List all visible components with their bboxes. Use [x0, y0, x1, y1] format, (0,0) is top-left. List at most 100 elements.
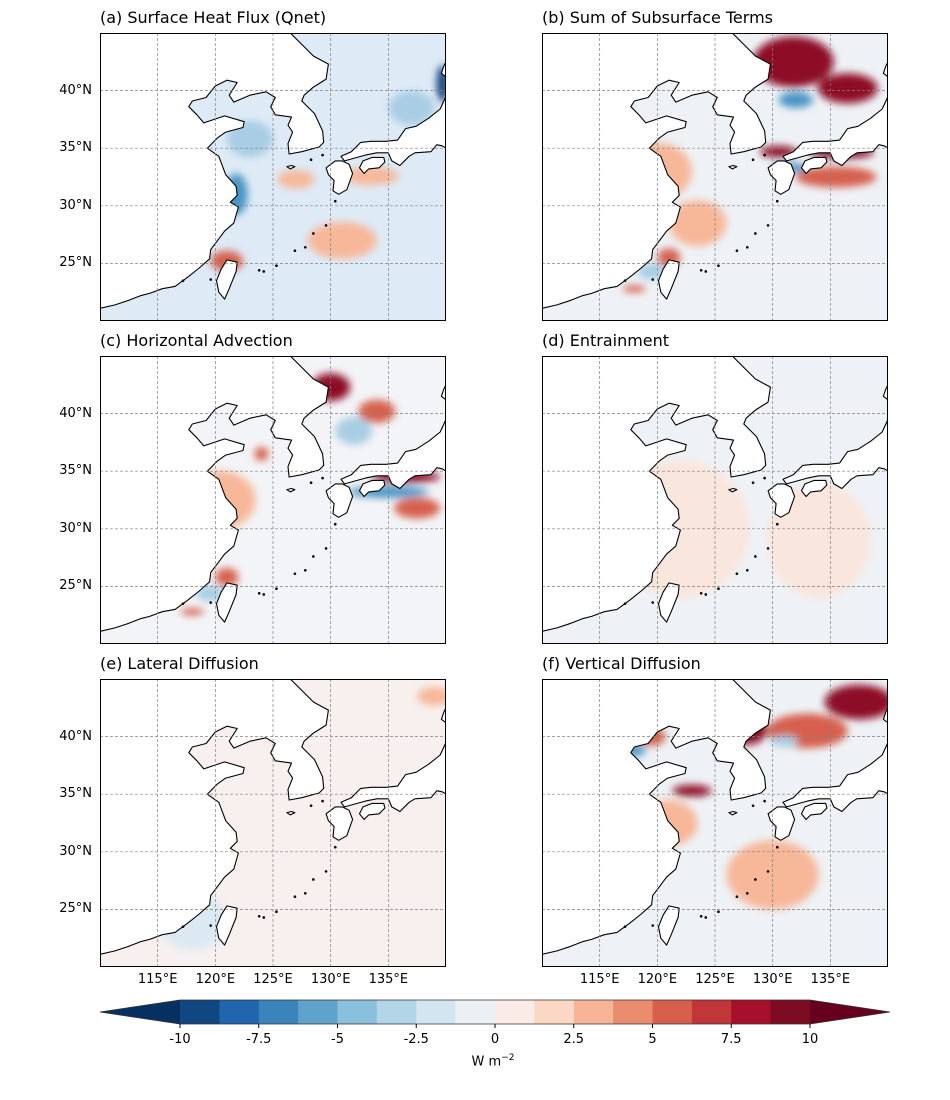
land-kyushu — [325, 160, 354, 195]
land-kyushu — [767, 483, 796, 518]
small-island — [704, 593, 708, 596]
colorbar-bin — [652, 1000, 693, 1024]
panel-frame — [100, 356, 446, 644]
small-island — [751, 158, 755, 162]
small-island — [766, 224, 770, 227]
land-jeju — [728, 487, 738, 493]
warm-anomaly-patch — [307, 221, 377, 259]
colorbar-bin — [180, 1000, 220, 1024]
small-island — [763, 153, 766, 157]
colorbar-tick-label: -2.5 — [403, 1032, 429, 1047]
small-island — [312, 232, 315, 235]
map-panel-a — [100, 33, 446, 321]
small-island — [309, 158, 313, 162]
warm-anomaly-patch — [343, 166, 399, 186]
colorbar-bin — [258, 1000, 299, 1024]
small-island — [754, 232, 757, 235]
warm-anomaly-patch — [668, 200, 727, 247]
small-island — [209, 601, 213, 604]
small-island — [257, 269, 261, 272]
warm-anomaly-patch — [766, 482, 871, 598]
small-island — [735, 249, 739, 253]
small-island — [717, 264, 720, 268]
colorbar — [99, 999, 891, 1028]
small-island — [321, 153, 324, 157]
colorbar-bin — [770, 1000, 811, 1024]
warm-anomaly-patch — [254, 447, 269, 461]
colorbar-tick-label: -10 — [169, 1032, 191, 1047]
small-island — [754, 555, 757, 558]
colorbar-tick-label: 0 — [490, 1032, 500, 1047]
small-island — [293, 249, 297, 253]
warm-anomaly-patch — [358, 399, 396, 423]
land-taiwan — [215, 259, 238, 300]
small-island — [775, 522, 779, 526]
small-island — [333, 845, 337, 849]
small-island — [735, 895, 739, 899]
land-mainland-asia — [542, 356, 771, 632]
small-island — [623, 279, 627, 282]
lat-tick-label: 25°N — [59, 255, 92, 271]
land-mainland-asia — [542, 679, 771, 955]
lon-tick-label: 130°E — [310, 972, 351, 987]
colorbar-bin — [219, 1000, 260, 1024]
warm-anomaly-patch — [215, 567, 239, 587]
small-island — [324, 870, 328, 873]
colorbar-unit-label: W m−2 — [433, 1053, 553, 1069]
land-shikoku — [358, 802, 386, 821]
panel-title-f: (f) Vertical Diffusion — [542, 654, 701, 673]
small-island — [735, 572, 739, 576]
small-island — [181, 925, 185, 928]
small-island — [275, 910, 278, 914]
small-island — [312, 555, 315, 558]
small-island — [324, 547, 328, 550]
small-island — [763, 476, 766, 480]
map-panel-b — [542, 33, 888, 321]
small-island — [775, 845, 779, 849]
warm-anomaly-patch — [817, 73, 878, 104]
small-island — [704, 270, 708, 273]
small-island — [303, 568, 307, 572]
map-panel-c — [100, 356, 446, 644]
land-shikoku — [800, 802, 828, 821]
land-kyushu — [325, 483, 354, 518]
lon-tick-label: 130°E — [752, 972, 793, 987]
warm-anomaly-patch — [417, 687, 446, 706]
colorbar-unit-exponent: −2 — [501, 1053, 515, 1063]
small-island — [312, 878, 315, 881]
map-panel-e — [100, 679, 446, 967]
small-island — [623, 925, 627, 928]
small-island — [262, 916, 266, 919]
lat-tick-label: 35°N — [59, 463, 92, 479]
panel-title-b: (b) Sum of Subsurface Terms — [542, 8, 773, 27]
land-kyushu — [767, 160, 796, 195]
land-kyushu — [325, 806, 354, 841]
lon-tick-label: 125°E — [695, 972, 735, 987]
small-island — [262, 270, 266, 273]
small-island — [181, 279, 185, 282]
land-shikoku — [358, 156, 386, 175]
small-island — [623, 602, 627, 605]
small-island — [309, 481, 313, 485]
colorbar-tick-label: 5 — [648, 1032, 657, 1047]
panel-title-c: (c) Horizontal Advection — [100, 331, 293, 350]
small-island — [651, 924, 655, 927]
small-island — [257, 915, 261, 918]
land-mainland-asia — [542, 33, 771, 309]
warm-anomaly-patch — [277, 170, 315, 189]
small-island — [745, 891, 749, 895]
cool-anomaly-patch — [770, 735, 799, 747]
land-jeju — [286, 810, 296, 816]
land-mainland-asia — [100, 356, 329, 632]
map-panel-f — [542, 679, 888, 967]
small-island — [181, 602, 185, 605]
small-island — [754, 878, 757, 881]
lat-tick-label: 40°N — [59, 728, 92, 744]
small-island — [293, 572, 297, 576]
cool-anomaly-patch — [778, 91, 814, 108]
small-island — [257, 592, 261, 595]
lat-tick-label: 25°N — [59, 901, 92, 917]
lat-tick-label: 30°N — [59, 197, 92, 213]
small-island — [333, 522, 337, 526]
lat-tick-label: 30°N — [59, 843, 92, 859]
